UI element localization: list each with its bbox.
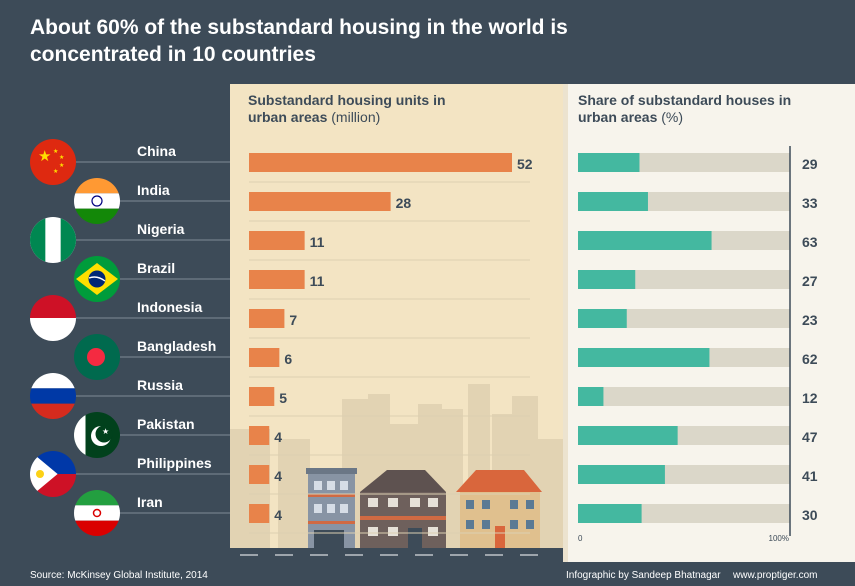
units-bar bbox=[249, 192, 391, 211]
share-axis-tick-min: 0 bbox=[578, 534, 583, 543]
apartment-building-illustration bbox=[306, 468, 357, 548]
country-label: Philippines bbox=[137, 455, 212, 471]
share-value-label: 62 bbox=[802, 351, 818, 367]
country-label: Nigeria bbox=[137, 221, 185, 237]
units-bar bbox=[249, 153, 512, 172]
units-value-label: 28 bbox=[396, 195, 412, 211]
brown-house-illustration bbox=[360, 470, 446, 548]
share-bar bbox=[578, 231, 712, 250]
pakistan-flag-icon: ★ bbox=[74, 412, 120, 458]
bangladesh-flag-icon bbox=[74, 334, 120, 380]
units-header: Substandard housing units in urban areas… bbox=[248, 92, 478, 126]
share-header-title: Share of substandard houses in urban are… bbox=[578, 92, 792, 125]
units-value-label: 11 bbox=[310, 273, 325, 289]
country-label: Pakistan bbox=[137, 416, 195, 432]
share-track bbox=[578, 387, 790, 406]
units-bar bbox=[249, 504, 270, 523]
share-bar bbox=[578, 465, 665, 484]
country-label: Bangladesh bbox=[137, 338, 216, 354]
chart-title: About 60% of the substandard housing in … bbox=[30, 16, 568, 66]
share-bar bbox=[578, 348, 710, 367]
share-bar bbox=[578, 504, 642, 523]
share-bar bbox=[578, 309, 627, 328]
share-value-label: 47 bbox=[802, 429, 818, 445]
share-value-label: 12 bbox=[802, 390, 818, 406]
share-header: Share of substandard houses in urban are… bbox=[578, 92, 828, 126]
share-bar bbox=[578, 270, 636, 289]
share-bar bbox=[578, 387, 604, 406]
units-header-unit: (million) bbox=[331, 109, 381, 125]
units-bar bbox=[249, 231, 305, 250]
source-note: Source: McKinsey Global Institute, 2014 bbox=[30, 570, 208, 581]
share-bar bbox=[578, 426, 678, 445]
website-link[interactable]: www.proptiger.com bbox=[733, 570, 818, 581]
svg-text:★: ★ bbox=[59, 162, 64, 169]
svg-text:★: ★ bbox=[38, 147, 51, 165]
country-label: India bbox=[137, 182, 170, 198]
units-value-label: 7 bbox=[289, 312, 297, 328]
russia-flag-icon bbox=[30, 373, 76, 419]
units-bar bbox=[249, 426, 270, 445]
brazil-flag-icon bbox=[74, 256, 120, 302]
share-value-label: 33 bbox=[802, 195, 818, 211]
units-value-label: 11 bbox=[310, 234, 325, 250]
units-value-label: 52 bbox=[517, 156, 533, 172]
units-value-label: 5 bbox=[279, 390, 287, 406]
china-flag-icon: ★ ★★★★ bbox=[30, 139, 76, 185]
share-value-label: 23 bbox=[802, 312, 818, 328]
nigeria-flag-icon bbox=[30, 217, 76, 263]
philippines-flag-icon bbox=[30, 451, 76, 497]
share-value-label: 41 bbox=[802, 468, 818, 484]
tan-house-illustration bbox=[456, 470, 542, 548]
share-header-unit: (%) bbox=[661, 109, 684, 125]
iran-flag-icon bbox=[74, 490, 120, 536]
units-value-label: 4 bbox=[274, 468, 282, 484]
country-label: Brazil bbox=[137, 260, 175, 276]
share-bar bbox=[578, 192, 648, 211]
units-bar bbox=[249, 348, 280, 367]
credit-note: Infographic by Sandeep Bhatnagar bbox=[566, 570, 721, 581]
units-value-label: 4 bbox=[274, 429, 282, 445]
units-bar bbox=[249, 270, 305, 289]
country-label: Indonesia bbox=[137, 299, 203, 315]
svg-text:★: ★ bbox=[53, 168, 58, 175]
country-label: Iran bbox=[137, 494, 163, 510]
share-value-label: 30 bbox=[802, 507, 818, 523]
country-label: Russia bbox=[137, 377, 183, 393]
units-bar bbox=[249, 465, 270, 484]
share-value-label: 63 bbox=[802, 234, 818, 250]
country-label: China bbox=[137, 143, 176, 159]
units-bar bbox=[249, 309, 285, 328]
share-axis-tick-max: 100% bbox=[769, 534, 789, 543]
share-bar bbox=[578, 153, 640, 172]
share-value-label: 29 bbox=[802, 156, 818, 172]
units-value-label: 4 bbox=[274, 507, 282, 523]
india-flag-icon bbox=[74, 178, 120, 224]
share-track bbox=[578, 309, 790, 328]
units-value-label: 6 bbox=[284, 351, 292, 367]
units-header-title: Substandard housing units in urban areas bbox=[248, 92, 446, 125]
svg-text:★: ★ bbox=[59, 154, 64, 161]
svg-text:★: ★ bbox=[102, 427, 109, 436]
indonesia-flag-icon bbox=[30, 295, 76, 341]
share-value-label: 27 bbox=[802, 273, 818, 289]
city-skyline-illustration bbox=[230, 384, 563, 562]
units-bar bbox=[249, 387, 275, 406]
svg-text:★: ★ bbox=[53, 148, 58, 155]
